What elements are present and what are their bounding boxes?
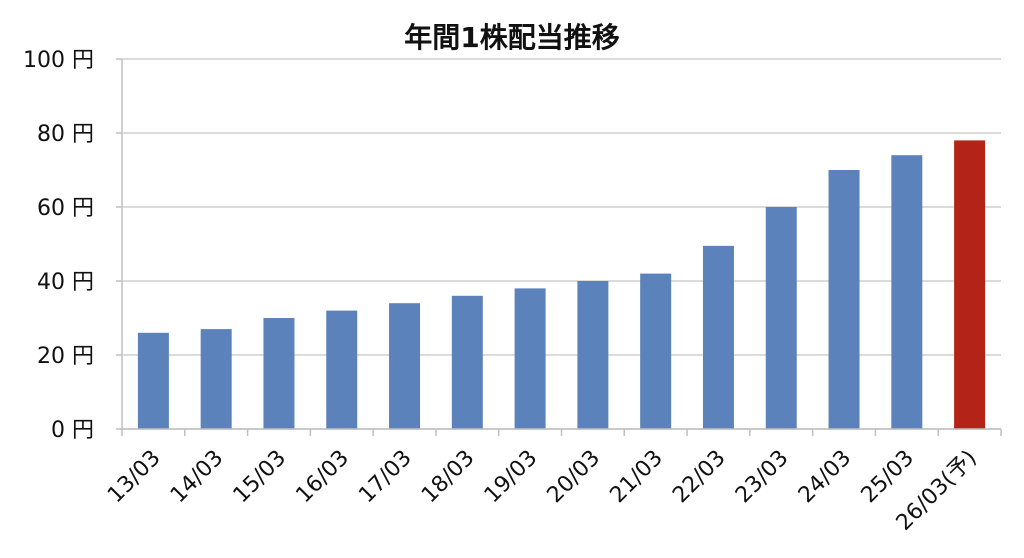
x-tick-label-23-03: 23/03 xyxy=(731,446,794,509)
axes xyxy=(116,58,1002,436)
bar-17-03 xyxy=(389,303,421,429)
bar-18-03 xyxy=(451,295,483,429)
x-tick-label-22-03: 22/03 xyxy=(668,446,731,509)
x-tick-label-24-03: 24/03 xyxy=(794,446,857,509)
bar-25-03 xyxy=(891,155,923,429)
bar-22-03 xyxy=(702,245,734,429)
y-tick-labels: 0 円 20 円 40 円 60 円 80 円 100 円 xyxy=(23,48,94,443)
y-tick-label-0: 0 円 xyxy=(51,418,94,443)
grid-lines xyxy=(122,58,1001,430)
chart-title: 年間1株配当推移 xyxy=(404,21,619,54)
y-tick-label-40: 40 円 xyxy=(37,270,94,295)
x-tick-label-20-03: 20/03 xyxy=(543,446,606,509)
bar-13-03 xyxy=(137,332,169,429)
bar-16-03 xyxy=(326,310,358,429)
x-tick-label-15-03: 15/03 xyxy=(229,446,292,509)
x-tick-label-19-03: 19/03 xyxy=(480,446,543,509)
bar-23-03 xyxy=(765,207,797,429)
bar-20-03 xyxy=(577,281,609,429)
y-tick-label-80: 80 円 xyxy=(37,122,94,147)
bar-19-03 xyxy=(514,288,546,429)
bar-24-03 xyxy=(828,170,860,429)
x-tick-label-18-03: 18/03 xyxy=(417,446,480,509)
bar-21-03 xyxy=(640,273,672,429)
bar-26-03-forecast xyxy=(954,140,986,429)
x-tick-label-13-03: 13/03 xyxy=(103,446,166,509)
y-tick-label-20: 20 円 xyxy=(37,344,94,369)
x-tick-labels: 13/03 14/03 15/03 16/03 17/03 18/03 19/03 20/03… xyxy=(103,446,982,536)
bar-14-03 xyxy=(200,329,232,429)
x-tick-label-17-03: 17/03 xyxy=(354,446,417,509)
bars xyxy=(137,140,986,429)
y-tick-label-100: 100 円 xyxy=(23,48,94,73)
x-tick-label-14-03: 14/03 xyxy=(166,446,229,509)
x-tick-label-21-03: 21/03 xyxy=(605,446,668,509)
y-tick-label-60: 60 円 xyxy=(37,196,94,221)
x-tick-label-16-03: 16/03 xyxy=(291,446,354,509)
bar-15-03 xyxy=(263,318,295,429)
